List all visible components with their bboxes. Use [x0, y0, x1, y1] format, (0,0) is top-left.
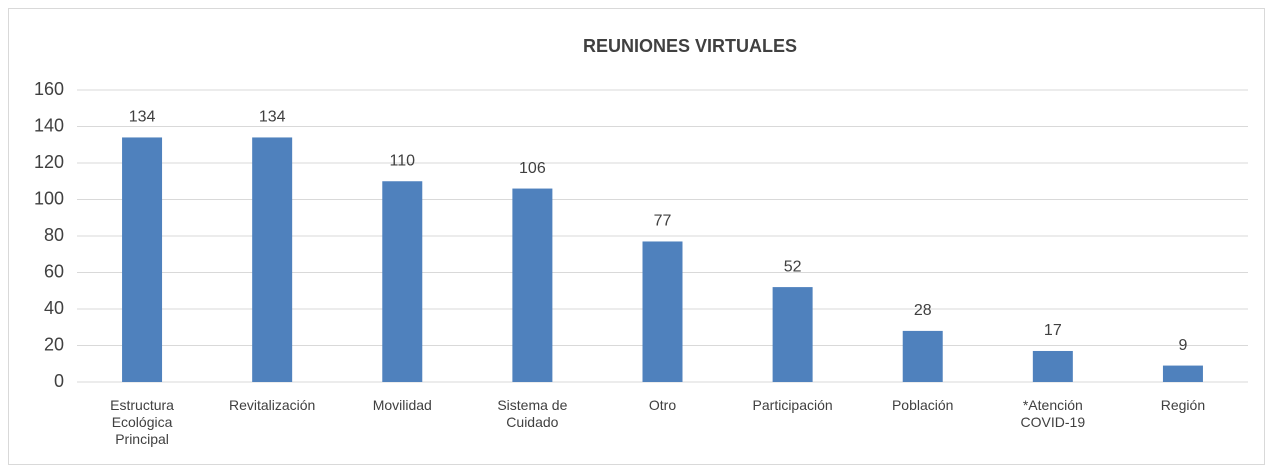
bar [382, 181, 423, 382]
data-label: 28 [914, 302, 932, 319]
data-label: 77 [654, 213, 672, 230]
x-tick-label: Participación [752, 397, 833, 413]
bar [772, 287, 813, 382]
y-tick-label: 40 [44, 298, 64, 318]
data-label: 134 [129, 109, 156, 126]
bar [512, 188, 553, 382]
x-tick-label: Sistema de Cuidado [497, 397, 568, 430]
bar [252, 137, 293, 382]
chart-title: REUNIONES VIRTUALES [583, 36, 797, 56]
bar [642, 241, 683, 382]
data-label: 134 [259, 109, 286, 126]
bar [902, 330, 943, 382]
y-tick-label: 80 [44, 225, 64, 245]
y-tick-label: 140 [34, 115, 64, 135]
bar [1032, 350, 1073, 382]
data-label: 9 [1178, 337, 1187, 354]
y-tick-label: 120 [34, 152, 64, 172]
y-tick-label: 20 [44, 334, 64, 354]
x-tick-label: *Atención COVID-19 [1020, 397, 1086, 430]
y-tick-label: 0 [54, 371, 64, 391]
bar [122, 137, 163, 382]
x-tick-label: Revitalización [228, 397, 316, 413]
x-tick-label: Otro [648, 397, 677, 413]
data-label: 110 [390, 152, 416, 169]
y-tick-label: 160 [34, 79, 64, 99]
y-tick-label: 100 [34, 188, 64, 208]
x-tick-label: Estructura Ecológica Principal [110, 397, 174, 447]
data-label: 17 [1044, 322, 1062, 339]
x-tick-label: Movilidad [372, 397, 432, 413]
y-tick-label: 60 [44, 261, 64, 281]
data-label: 52 [784, 258, 802, 275]
x-tick-label: Población [891, 397, 954, 413]
x-tick-label: Región [1160, 397, 1206, 413]
data-label: 106 [519, 160, 546, 177]
bar [1162, 365, 1203, 382]
